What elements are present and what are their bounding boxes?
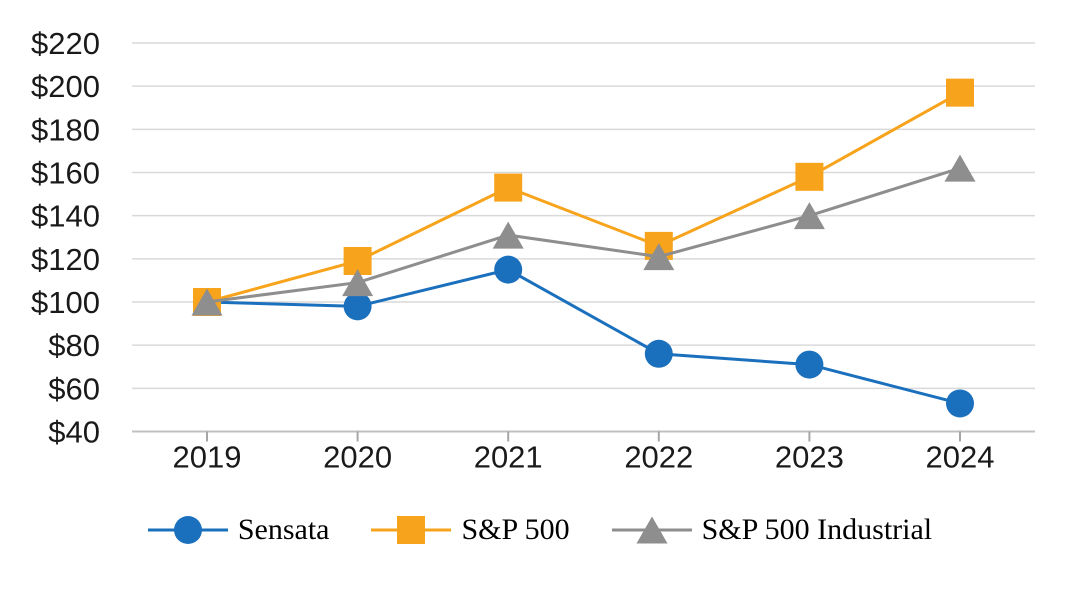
circle-marker-icon [343,292,372,321]
circle-marker-icon [494,255,523,284]
circle-marker-icon [795,350,824,379]
x-axis-tick-label: 2022 [624,440,693,475]
series-line [206,91,961,304]
x-axis-tick-label: 2023 [775,440,844,475]
legend-triangle-icon [636,516,668,544]
triangle-marker-icon [492,221,524,249]
legend-circle-icon [173,516,202,544]
y-axis-tick-label: $80 [48,328,100,363]
legend-square-icon [397,516,426,544]
y-axis-tick-label: $100 [31,285,100,320]
triangle-marker-icon [643,243,675,271]
y-axis-tick-label: $180 [31,112,100,147]
y-axis-tick-label: $200 [31,69,100,104]
sensata-circle-marker-icon [147,512,228,548]
series-s-p-500-industrial [191,154,976,316]
y-axis-tick-label: $160 [31,156,100,191]
legend-label-sp500: S&P 500 [461,513,570,546]
series-line [206,268,961,405]
legend-item-sp500-industrial: S&P 500 Industrial [611,512,933,548]
square-marker-icon [795,162,824,191]
x-axis-tick-label: 2020 [323,440,392,475]
legend-label-sp500-industrial: S&P 500 Industrial [701,513,933,546]
series-sensata [193,255,974,418]
y-axis-tick-label: $220 [31,26,100,61]
sp500-industrial-triangle-marker-icon [611,512,692,548]
y-axis-tick-label: $60 [48,371,100,406]
x-axis-tick-label: 2021 [474,440,543,475]
y-axis-tick-label: $140 [31,199,100,234]
triangle-marker-icon [342,269,374,297]
y-axis-tick-label: $40 [48,415,100,450]
legend-item-sp500: S&P 500 [371,512,570,548]
series-s-p-500 [193,78,974,316]
x-axis-tick-label: 2019 [173,440,242,475]
y-axis-tick-label: $120 [31,242,100,277]
chart-legend: Sensata S&P 500 S&P 500 Industrial [0,512,1080,548]
series-line [206,166,961,304]
circle-marker-icon [644,339,673,368]
triangle-marker-icon [944,154,976,182]
x-axis-tick-label: 2024 [926,440,995,475]
triangle-marker-icon [191,288,223,316]
legend-label-sensata: Sensata [237,513,330,546]
square-marker-icon [946,78,974,107]
circle-marker-icon [946,389,974,418]
legend-item-sensata: Sensata [147,512,330,548]
square-marker-icon [494,173,523,202]
sp500-square-marker-icon [371,512,452,548]
triangle-marker-icon [793,202,825,230]
